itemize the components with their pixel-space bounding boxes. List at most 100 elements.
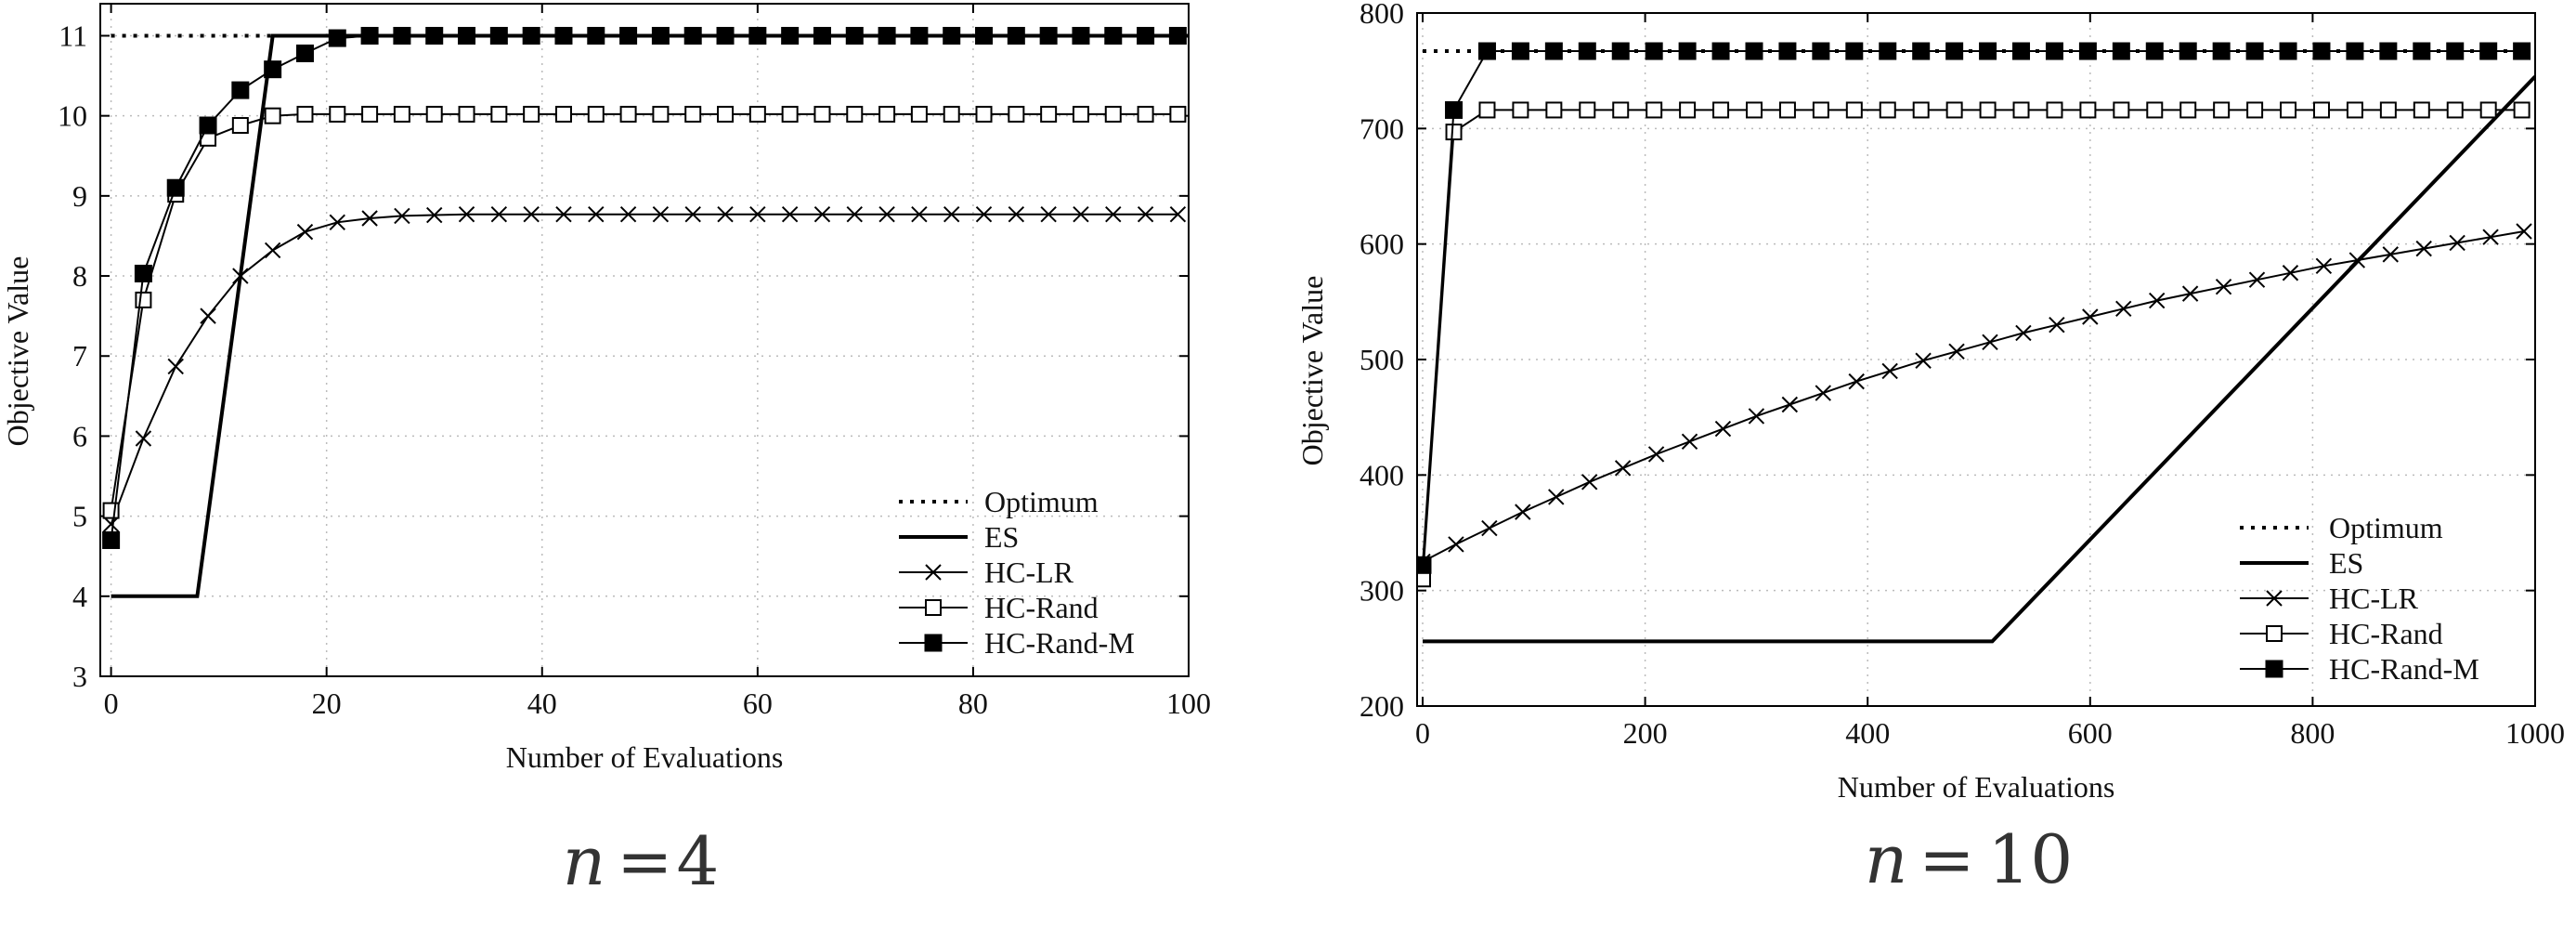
data-point-hc-lr xyxy=(2348,252,2366,268)
data-point-hc-lr xyxy=(1481,519,1498,537)
data-point-hc-rand xyxy=(684,105,702,123)
data-point-hc-rand-m xyxy=(781,26,800,45)
data-point-hc-rand-m xyxy=(2112,42,2130,60)
data-point-hc-rand-m xyxy=(683,26,702,45)
data-point-hc-lr xyxy=(1548,489,1565,505)
data-point-hc-rand xyxy=(296,105,314,123)
data-point-hc-rand-m xyxy=(2513,42,2531,60)
data-point-hc-lr xyxy=(1714,420,1732,438)
data-point-hc-rand xyxy=(554,105,572,123)
data-point-hc-lr xyxy=(2181,285,2199,302)
data-point-hc-rand xyxy=(1445,124,1463,141)
data-point-hc-rand-m xyxy=(1711,42,1730,60)
data-point-hc-lr xyxy=(394,207,410,225)
y-tick-label: 9 xyxy=(72,179,87,213)
data-point-hc-rand-m xyxy=(328,29,346,47)
data-point-hc-rand xyxy=(1979,101,1997,119)
data-point-hc-rand-m xyxy=(166,178,185,197)
data-point-hc-rand xyxy=(361,105,379,123)
data-point-hc-rand xyxy=(619,105,637,123)
data-point-hc-lr xyxy=(2049,316,2065,334)
data-point-hc-rand xyxy=(458,105,475,123)
data-point-hc-lr xyxy=(329,214,345,231)
data-point-hc-rand xyxy=(1745,101,1763,119)
data-point-hc-rand-m xyxy=(295,44,314,62)
data-point-hc-rand xyxy=(2213,101,2231,119)
data-point-hc-rand xyxy=(2179,101,2197,119)
data-point-hc-lr xyxy=(1647,446,1665,463)
data-point-hc-rand xyxy=(781,105,799,123)
y-tick-label: 3 xyxy=(72,660,87,693)
data-point-hc-rand-m xyxy=(2078,42,2097,60)
data-point-hc-lr xyxy=(1681,433,1698,450)
data-point-hc-rand-m xyxy=(1845,42,1864,60)
legend-marker-hc-rand xyxy=(2266,625,2283,642)
data-point-hc-rand xyxy=(1646,101,1663,119)
data-point-hc-rand-m xyxy=(1812,42,1830,60)
data-point-hc-rand-m xyxy=(489,26,508,45)
plot-frame xyxy=(1416,12,2536,707)
legend-label-optimum: Optimum xyxy=(984,485,1099,518)
data-point-hc-rand xyxy=(878,105,896,123)
data-point-hc-rand-m xyxy=(2179,42,2197,60)
data-point-hc-rand-m xyxy=(2279,42,2297,60)
caption: n =4 xyxy=(563,822,720,900)
data-point-hc-lr xyxy=(1448,536,1464,553)
series-hc-lr xyxy=(102,205,1187,532)
data-point-hc-lr xyxy=(1515,504,1531,520)
series-line-hc-rand xyxy=(110,112,1178,511)
data-point-hc-rand xyxy=(2346,101,2363,119)
data-point-hc-rand-m xyxy=(878,26,896,45)
x-axis-label: Number of Evaluations xyxy=(506,740,784,774)
data-point-hc-rand-m xyxy=(2446,42,2465,60)
legend-label-hc-lr: HC-LR xyxy=(984,556,1074,589)
data-point-hc-rand xyxy=(2513,101,2530,119)
data-point-hc-rand xyxy=(264,107,281,124)
data-point-hc-rand-m xyxy=(2379,42,2398,60)
plot-frame xyxy=(99,3,1190,677)
data-point-hc-lr xyxy=(102,516,120,532)
x-tick-label: 100 xyxy=(1166,687,1211,720)
data-point-hc-rand-m xyxy=(1645,42,1663,60)
data-point-hc-rand xyxy=(2479,101,2497,119)
y-axis-label: Objective Value xyxy=(1295,276,1329,466)
data-point-hc-rand-m xyxy=(2245,42,2264,60)
data-point-hc-rand-m xyxy=(199,116,217,135)
data-point-hc-lr xyxy=(878,205,895,223)
data-point-hc-lr xyxy=(619,205,637,223)
data-point-hc-rand-m xyxy=(231,81,250,99)
data-point-hc-rand-m xyxy=(1007,26,1025,45)
data-point-hc-lr xyxy=(1915,352,1932,369)
data-point-hc-lr xyxy=(1948,343,1965,360)
data-point-hc-rand-m xyxy=(1039,26,1058,45)
series-line-hc-rand xyxy=(1422,109,2522,580)
data-point-hc-lr xyxy=(523,205,540,223)
data-point-hc-lr xyxy=(975,205,993,223)
y-tick-label: 600 xyxy=(1360,228,1404,261)
y-tick-label: 400 xyxy=(1360,458,1404,491)
y-tick-label: 200 xyxy=(1360,689,1404,723)
x-tick-label: 0 xyxy=(1415,716,1430,750)
data-point-hc-rand-m xyxy=(1611,42,1630,60)
data-point-hc-rand xyxy=(1879,101,1896,119)
data-point-hc-lr xyxy=(781,205,799,223)
data-point-hc-lr xyxy=(1169,205,1187,223)
data-point-hc-rand-m xyxy=(360,26,379,45)
data-point-hc-rand-m xyxy=(2145,42,2164,60)
caption: n = 10 xyxy=(1865,820,2073,898)
data-point-hc-rand xyxy=(2079,101,2097,119)
data-point-hc-rand xyxy=(2312,101,2330,119)
data-point-hc-rand xyxy=(1812,101,1829,119)
data-point-hc-lr xyxy=(490,205,508,223)
data-point-hc-rand-m xyxy=(1745,42,1763,60)
data-point-hc-rand xyxy=(2246,101,2264,119)
data-point-hc-rand xyxy=(813,105,831,123)
data-point-hc-rand-m xyxy=(1445,100,1464,119)
data-point-hc-rand xyxy=(1478,101,1496,119)
y-tick-label: 4 xyxy=(72,580,87,613)
y-tick-label: 11 xyxy=(59,19,87,52)
data-point-hc-rand xyxy=(2146,101,2164,119)
legend-label-hc-rand: HC-Rand xyxy=(984,591,1099,624)
